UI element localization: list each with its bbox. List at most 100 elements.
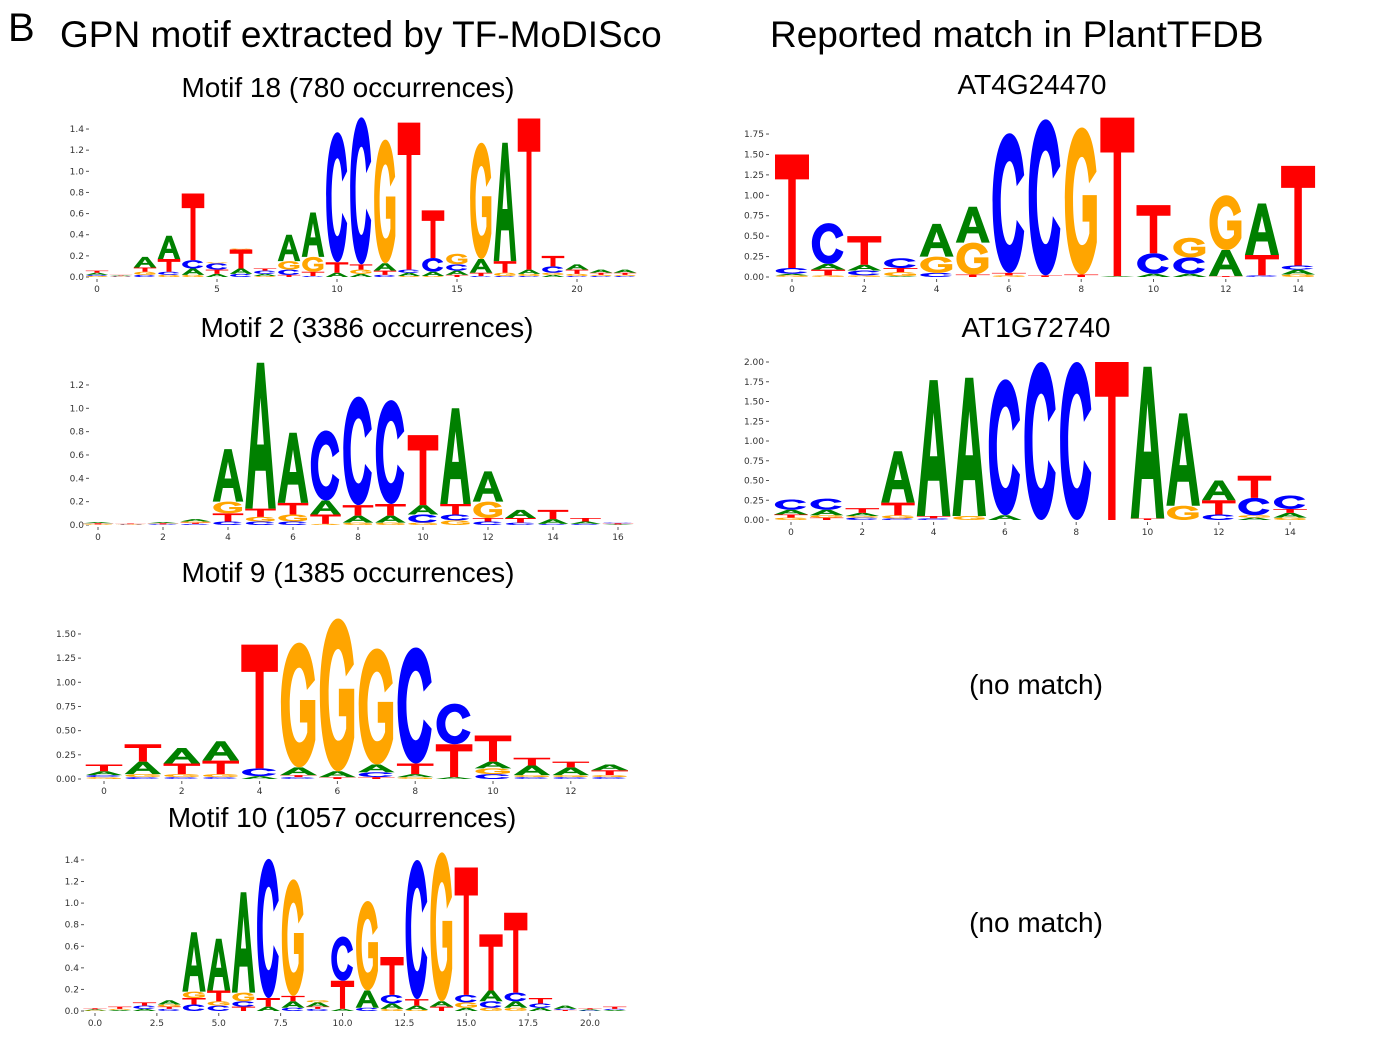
logo-position-7 bbox=[358, 648, 395, 779]
letter-A bbox=[163, 748, 201, 764]
logo-position-0 bbox=[82, 522, 114, 525]
letter-A bbox=[528, 1007, 553, 1011]
xtick-label: 14 bbox=[1292, 285, 1304, 295]
logo-position-12 bbox=[1208, 195, 1243, 277]
letter-G bbox=[306, 1000, 329, 1003]
letter-G bbox=[542, 272, 564, 275]
letter-G bbox=[254, 275, 276, 277]
letter-A bbox=[396, 774, 434, 778]
ytick-label: 0.00 bbox=[744, 516, 764, 526]
at4g24470-title: AT4G24470 bbox=[957, 69, 1107, 100]
letter-T bbox=[182, 998, 206, 1005]
letter-C bbox=[774, 499, 807, 510]
letter-T bbox=[85, 270, 109, 273]
letter-G bbox=[953, 516, 985, 520]
letter-A bbox=[1244, 203, 1279, 255]
letter-G bbox=[470, 142, 492, 260]
logo-position-6 bbox=[991, 133, 1026, 277]
letter-C bbox=[538, 523, 567, 525]
logo-position-13 bbox=[591, 764, 628, 779]
letter-A bbox=[517, 269, 541, 274]
letter-C bbox=[1202, 514, 1234, 520]
logo-position-21 bbox=[603, 1006, 627, 1011]
letter-T bbox=[147, 523, 179, 525]
letter-T bbox=[407, 435, 439, 506]
logo-position-7 bbox=[253, 268, 277, 277]
letter-C bbox=[1281, 265, 1314, 270]
letter-C bbox=[614, 275, 636, 277]
letter-A bbox=[207, 938, 231, 991]
letter-A bbox=[181, 268, 205, 275]
ytick-label: 1.00 bbox=[744, 191, 764, 201]
ytick-label: 1.0 bbox=[65, 899, 80, 909]
letter-C bbox=[542, 266, 564, 273]
letter-G bbox=[494, 272, 516, 276]
letter-T bbox=[301, 271, 325, 276]
letter-A bbox=[405, 1005, 429, 1010]
letter-G bbox=[397, 777, 433, 779]
letter-T bbox=[517, 118, 541, 270]
letter-G bbox=[182, 991, 205, 999]
right-column-heading: Reported match in PlantTFDB bbox=[770, 14, 1264, 55]
letter-T bbox=[396, 763, 434, 775]
letter-G bbox=[775, 275, 808, 277]
letter-G bbox=[203, 774, 238, 778]
letter-A bbox=[83, 1009, 107, 1011]
logo-position-10 bbox=[474, 735, 512, 779]
logo-position-17 bbox=[504, 912, 528, 1011]
letter-A bbox=[445, 270, 469, 275]
letter-T bbox=[133, 267, 157, 272]
letter-A bbox=[570, 521, 601, 524]
ytick-label: 0.0 bbox=[70, 273, 85, 283]
letter-A bbox=[157, 235, 181, 260]
ytick-label: 1.50 bbox=[744, 398, 764, 408]
xtick-label: 6 bbox=[1006, 285, 1012, 295]
logo-position-4 bbox=[182, 932, 206, 1011]
ytick-label: 0.4 bbox=[70, 231, 85, 241]
letter-C bbox=[846, 517, 878, 520]
letter-G bbox=[110, 276, 132, 277]
logo-position-8 bbox=[1064, 127, 1099, 277]
letter-A bbox=[952, 377, 987, 517]
letter-T bbox=[349, 264, 373, 270]
letter-T bbox=[847, 236, 882, 265]
xtick-label: 4 bbox=[931, 528, 937, 538]
letter-G bbox=[810, 515, 843, 518]
letter-T bbox=[1281, 165, 1316, 266]
letter-T bbox=[277, 274, 301, 277]
letter-A bbox=[212, 449, 244, 502]
logo-position-11 bbox=[1166, 413, 1200, 520]
letter-C bbox=[570, 523, 600, 525]
letter-T bbox=[565, 269, 589, 274]
letter-A bbox=[1208, 250, 1243, 277]
logo-at4g24470: 0.00 0.25 0.50 0.75 1.00 1.25 1.50 1.75 0 2 4 6 8 10 1… bbox=[744, 117, 1316, 295]
logo-position-12 bbox=[373, 139, 397, 277]
letter-G bbox=[479, 1007, 502, 1011]
letter-G bbox=[884, 272, 917, 277]
logo-position-4 bbox=[181, 193, 205, 277]
ytick-label: 0.50 bbox=[744, 232, 764, 242]
letter-A bbox=[373, 263, 397, 271]
ytick-label: 0.6 bbox=[70, 210, 85, 220]
ytick-label: 0.0 bbox=[65, 1007, 80, 1017]
letter-T bbox=[124, 744, 162, 762]
letter-C bbox=[343, 396, 372, 506]
ytick-label: 2.00 bbox=[744, 358, 764, 368]
letter-C bbox=[1173, 257, 1205, 274]
logo-position-16 bbox=[479, 934, 503, 1011]
xtick-label: 8 bbox=[355, 533, 361, 543]
xtick-label: 6 bbox=[290, 533, 296, 543]
letter-G bbox=[375, 522, 405, 525]
logo-position-18 bbox=[528, 998, 553, 1011]
letter-T bbox=[281, 995, 305, 1002]
letter-C bbox=[133, 1005, 155, 1009]
logo-position-10 bbox=[1136, 205, 1171, 277]
letter-A bbox=[774, 509, 808, 515]
letter-A bbox=[180, 519, 211, 522]
letter-A bbox=[613, 269, 637, 273]
letter-G bbox=[881, 515, 914, 519]
letter-A bbox=[1166, 413, 1200, 506]
letter-A bbox=[919, 223, 954, 257]
logo-position-16 bbox=[602, 522, 634, 525]
letter-A bbox=[306, 1002, 330, 1007]
